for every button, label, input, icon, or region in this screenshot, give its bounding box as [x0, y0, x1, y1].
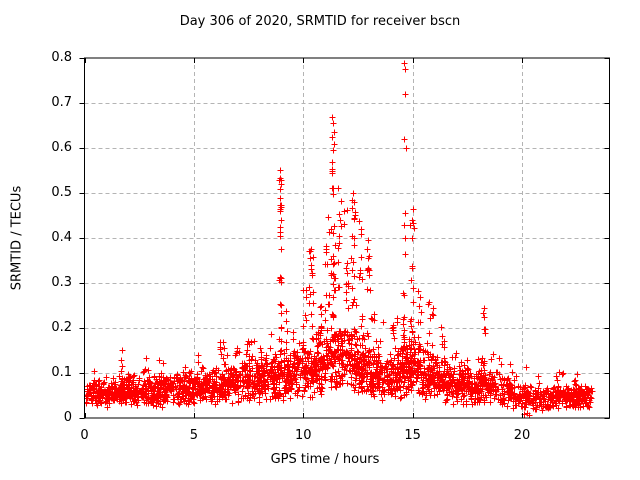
y-tick-label: 0	[63, 410, 72, 425]
scatter-points	[84, 60, 596, 418]
tick-marks	[79, 58, 610, 419]
y-tick-label: 0.8	[51, 50, 72, 65]
x-tick-label: 15	[404, 428, 421, 443]
y-tick-label: 0.4	[51, 230, 72, 245]
y-axis-label: SRMTID / TECUs	[9, 185, 25, 291]
x-tick-label: 5	[189, 428, 199, 443]
y-tick-label: 0.3	[51, 275, 72, 290]
x-axis-label: GPS time / hours	[270, 452, 380, 467]
y-tick-label: 0.7	[51, 95, 72, 110]
y-tick-label: 0.5	[51, 185, 72, 200]
y-tick-label: 0.6	[51, 140, 72, 155]
x-tick-label: 0	[80, 428, 89, 443]
x-tick-label: 10	[294, 428, 312, 443]
y-tick-label: 0.2	[51, 320, 72, 335]
x-tick-label: 20	[513, 428, 531, 443]
chart-title: Day 306 of 2020, SRMTID for receiver bsc…	[179, 14, 461, 29]
y-tick-label: 0.1	[51, 365, 72, 380]
